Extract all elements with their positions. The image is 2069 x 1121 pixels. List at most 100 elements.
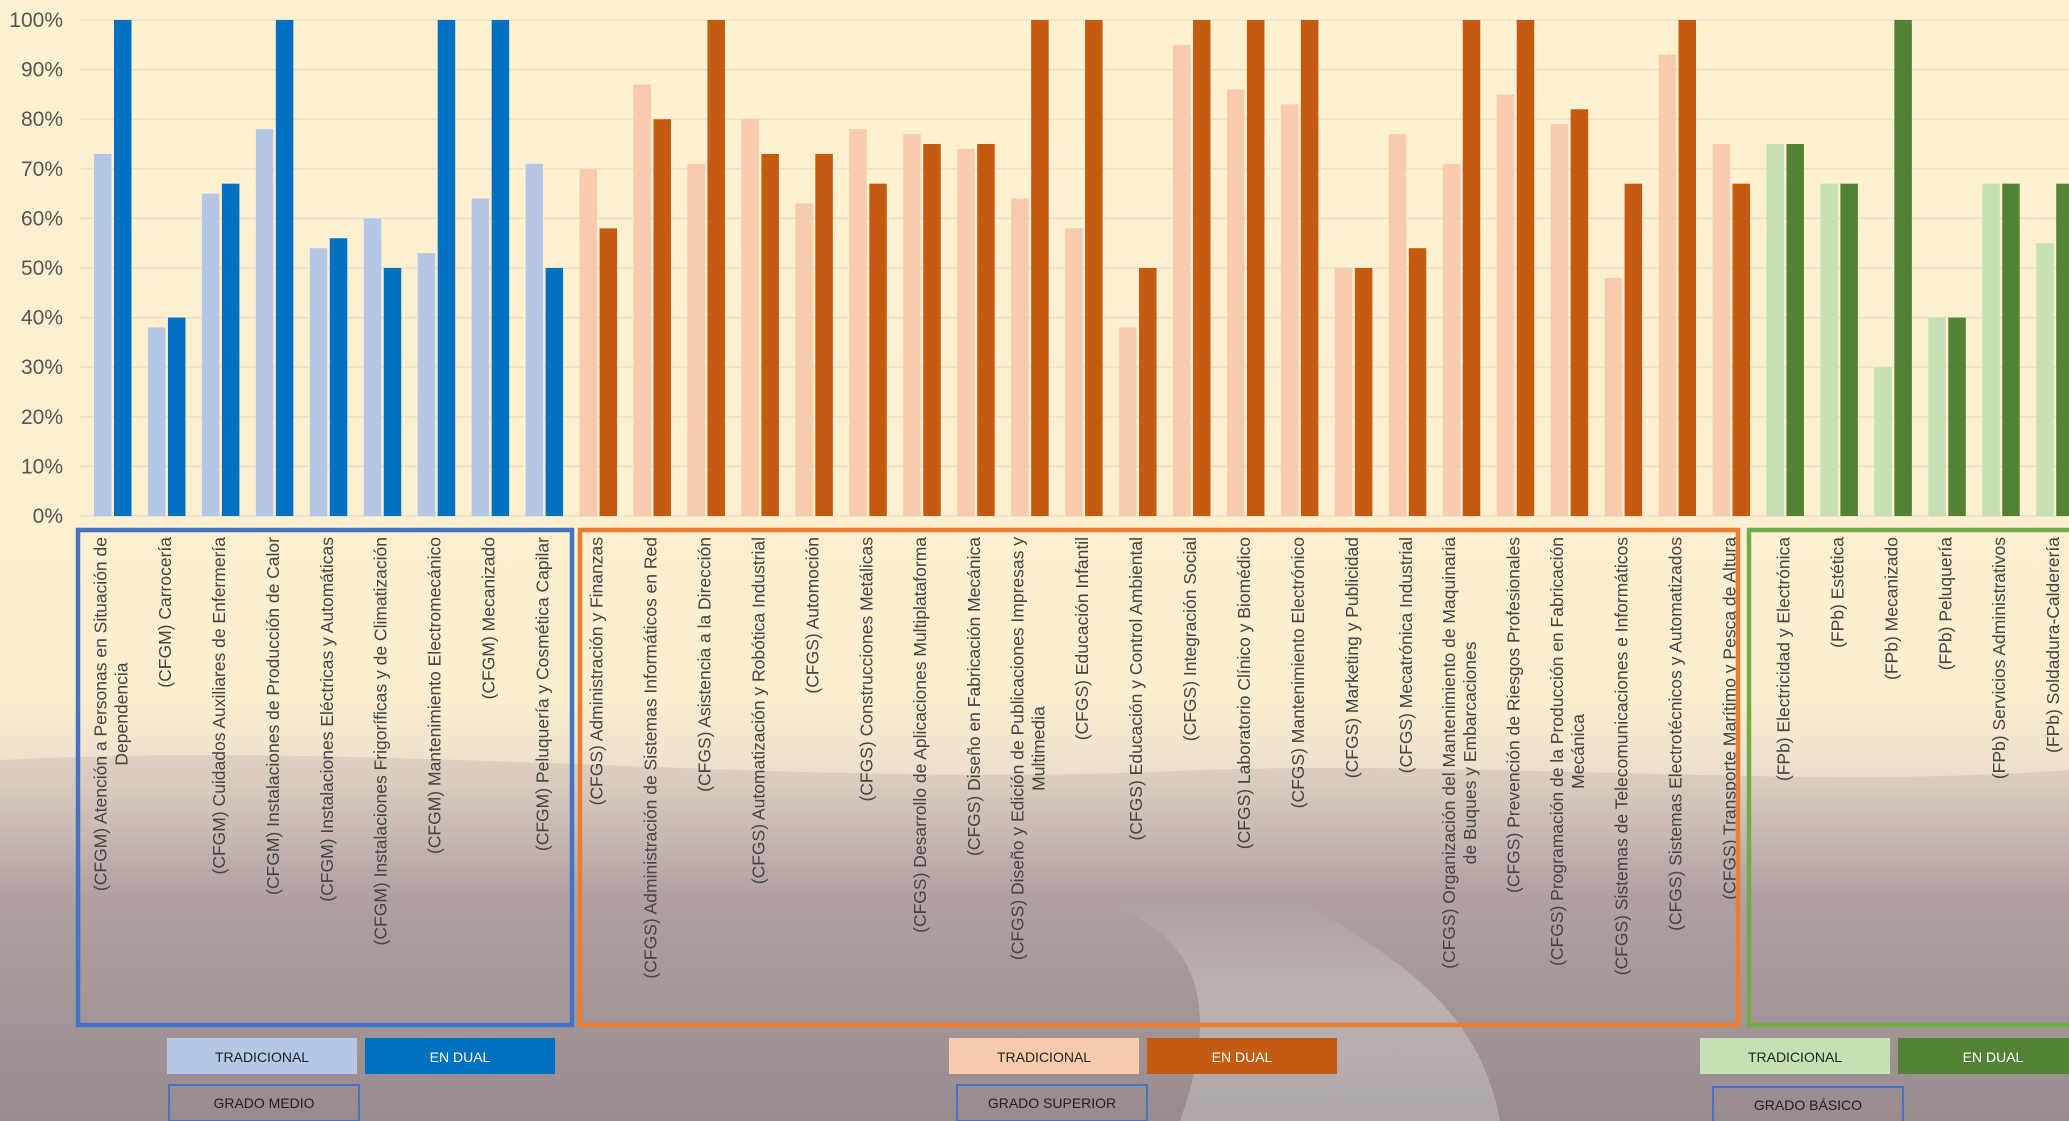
- category-label: (CFGS) Integración Social: [1180, 537, 1200, 741]
- group-frame: [1746, 527, 2069, 1028]
- category-label: (CFGM) Cuidados Auxiliares de Enfermería: [209, 537, 229, 875]
- bar-tradicional: [795, 203, 813, 516]
- bar-tradicional: [525, 163, 544, 516]
- bars: [94, 20, 2069, 517]
- bar-tradicional: [687, 163, 705, 516]
- legend-label-dual: EN DUAL: [430, 1049, 491, 1065]
- bar-tradicional: [201, 193, 220, 516]
- bar-tradicional: [1442, 163, 1461, 516]
- bar-dual: [275, 20, 294, 516]
- bar-tradicional: [309, 248, 328, 516]
- legend-swatch-tradicional: [949, 1038, 1139, 1074]
- category-label: (CFGM) Instalaciones Frigoríficas y de C…: [371, 537, 391, 945]
- legend-swatch-dual: [1147, 1038, 1337, 1074]
- bar-tradicional: [1173, 44, 1191, 517]
- category-label: (CFGS) Mecatrónica Industrial: [1396, 537, 1416, 773]
- category-label: (CFGS) Sistemas de Telecomunicaciones e …: [1612, 537, 1632, 976]
- category-label: (CFGS) Educación Infantil: [1072, 537, 1092, 740]
- bar-dual: [167, 317, 186, 516]
- category-label: (CFGS) Laboratorio Clínico y Biomédico: [1234, 537, 1254, 849]
- bar-dual: [1732, 183, 1750, 516]
- category-label: (CFGM) Mecanizado: [479, 537, 499, 699]
- bar-tradicional: [1550, 124, 1569, 516]
- bar-dual: [2056, 183, 2069, 516]
- bar-tradicional: [1712, 144, 1730, 516]
- category-label: de Buques y Embarcaciones: [1460, 641, 1480, 864]
- y-tick-label: 30%: [21, 356, 63, 379]
- category-label: (CFGS) Educación y Control Ambiental: [1126, 537, 1146, 840]
- bar-dual: [437, 20, 456, 516]
- bar-dual: [1246, 20, 1265, 516]
- y-tick-label: 80%: [21, 108, 63, 131]
- y-tick-label: 10%: [21, 455, 63, 478]
- legend-label-dual: EN DUAL: [1212, 1049, 1273, 1065]
- group-title-box: [1712, 1086, 1904, 1121]
- bar-tradicional: [1604, 277, 1623, 516]
- category-label: (CFGS) Mantenimiento Electrónico: [1288, 537, 1308, 808]
- bar-tradicional: [2036, 243, 2054, 516]
- bar-dual: [491, 20, 510, 516]
- y-tick-label: 50%: [21, 257, 63, 280]
- bar-dual: [653, 119, 671, 516]
- bar-tradicional: [903, 134, 921, 516]
- bar-tradicional: [849, 129, 867, 516]
- bar-tradicional: [1820, 183, 1838, 516]
- bar-dual: [1354, 268, 1373, 516]
- bar-tradicional: [1011, 198, 1029, 516]
- bar-dual: [869, 183, 887, 516]
- y-tick-label: 40%: [21, 307, 63, 330]
- category-label: (CFGM) Instalaciones Eléctricas y Automá…: [317, 537, 337, 902]
- category-label: (CFGS) Organización del Mantenimiento de…: [1439, 537, 1459, 969]
- bar-dual: [1624, 183, 1643, 516]
- group-title: GRADO MEDIO: [213, 1095, 314, 1111]
- category-label: (FPb) Mecanizado: [1881, 537, 1901, 680]
- category-label: (CFGM) Peluquería y Cosmética Capilar: [533, 537, 553, 851]
- category-label: Mecánica: [1568, 714, 1588, 789]
- category-label: (CFGS) Automoción: [802, 537, 822, 694]
- category-label: (CFGS) Sistemas Electrotécnicos y Automa…: [1666, 537, 1686, 931]
- bar-tradicional: [1065, 228, 1083, 516]
- bar-dual: [1462, 20, 1481, 516]
- y-tick-label: 90%: [21, 59, 63, 82]
- bar-dual: [1570, 109, 1589, 516]
- category-label: (CFGM) Mantenimiento Electromecánico: [425, 537, 445, 854]
- bar-tradicional: [471, 198, 490, 516]
- category-label: (CFGS) Diseño y Edición de Publicaciones…: [1008, 537, 1028, 960]
- bar-dual: [923, 144, 941, 516]
- bar-tradicional: [94, 153, 112, 517]
- group-title-box: [956, 1084, 1148, 1121]
- bar-tradicional: [1119, 327, 1137, 516]
- bar-dual: [1408, 248, 1427, 516]
- bar-dual: [1139, 268, 1157, 516]
- bar-tradicional: [1658, 54, 1677, 516]
- bar-tradicional: [1874, 367, 1892, 516]
- legend-swatch-tradicional: [167, 1038, 357, 1074]
- bar-tradicional: [1280, 104, 1299, 516]
- category-label: (FPb) Peluquería: [1935, 537, 1955, 671]
- category-label: (CFGS) Administración y Finanzas: [587, 537, 607, 806]
- bar-tradicional: [1226, 89, 1245, 516]
- y-tick-label: 0%: [33, 505, 63, 528]
- bar-tradicional: [741, 119, 759, 516]
- bar-tradicional: [363, 218, 382, 516]
- y-tick-label: 60%: [21, 207, 63, 230]
- category-label: (CFGM) Carrocería: [155, 537, 175, 688]
- bar-tradicional: [1334, 268, 1353, 516]
- category-label: (CFGS) Transporte Marítimo y Pesca de Al…: [1719, 537, 1739, 900]
- bar-dual: [1840, 183, 1858, 516]
- bar-dual: [1894, 20, 1912, 516]
- bar-dual: [707, 20, 725, 516]
- group-frame: [577, 527, 1741, 1028]
- bar-tradicional: [1766, 144, 1784, 516]
- bar-dual: [1678, 20, 1697, 516]
- bar-dual: [2002, 183, 2020, 516]
- bar-dual: [545, 268, 564, 516]
- category-label: (CFGM) Instalaciones de Producción de Ca…: [263, 537, 283, 895]
- bar-dual: [1948, 317, 1966, 516]
- bar-tradicional: [957, 148, 975, 516]
- category-label: (FPb) Electricidad y Electrónica: [1773, 537, 1793, 781]
- category-label: Multimedia: [1029, 706, 1049, 791]
- category-label: (CFGS) Automatización y Robótica Industr…: [748, 537, 768, 884]
- legend-label-dual: EN DUAL: [1963, 1049, 2024, 1065]
